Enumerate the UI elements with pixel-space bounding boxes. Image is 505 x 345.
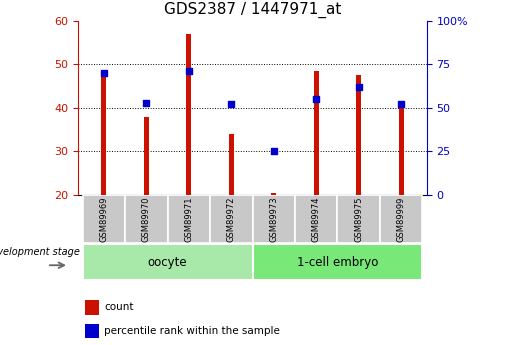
Point xyxy=(227,101,235,107)
Point xyxy=(142,100,150,105)
Bar xyxy=(314,71,319,195)
Text: GSM89973: GSM89973 xyxy=(269,196,278,242)
Text: GSM89999: GSM89999 xyxy=(397,196,406,242)
Text: GSM89975: GSM89975 xyxy=(354,196,363,242)
Point xyxy=(355,84,363,90)
Bar xyxy=(252,244,423,280)
Point xyxy=(185,68,193,74)
Bar xyxy=(398,108,404,195)
Point xyxy=(99,70,108,76)
Bar xyxy=(229,134,234,195)
Text: 1-cell embryo: 1-cell embryo xyxy=(297,256,378,269)
Bar xyxy=(85,324,99,338)
Point xyxy=(397,101,406,107)
Bar xyxy=(101,75,107,195)
Bar xyxy=(252,195,295,243)
Bar xyxy=(125,195,168,243)
Title: GDS2387 / 1447971_at: GDS2387 / 1447971_at xyxy=(164,2,341,18)
Text: development stage: development stage xyxy=(0,247,80,257)
Bar xyxy=(168,195,210,243)
Text: oocyte: oocyte xyxy=(147,256,187,269)
Text: percentile rank within the sample: percentile rank within the sample xyxy=(105,326,280,336)
Bar xyxy=(337,195,380,243)
Text: count: count xyxy=(105,303,134,313)
Text: GSM89969: GSM89969 xyxy=(99,196,108,242)
Bar xyxy=(186,34,191,195)
Bar xyxy=(210,195,252,243)
Bar xyxy=(85,300,99,315)
Text: GSM89972: GSM89972 xyxy=(227,196,236,242)
Text: GSM89970: GSM89970 xyxy=(142,196,151,242)
Bar xyxy=(144,117,149,195)
Bar xyxy=(295,195,337,243)
Bar xyxy=(356,75,361,195)
Bar xyxy=(380,195,423,243)
Text: GSM89971: GSM89971 xyxy=(184,196,193,242)
Bar xyxy=(82,195,125,243)
Point xyxy=(312,96,320,102)
Point xyxy=(270,149,278,154)
Bar xyxy=(271,193,276,195)
Text: GSM89974: GSM89974 xyxy=(312,196,321,242)
Bar xyxy=(82,244,252,280)
